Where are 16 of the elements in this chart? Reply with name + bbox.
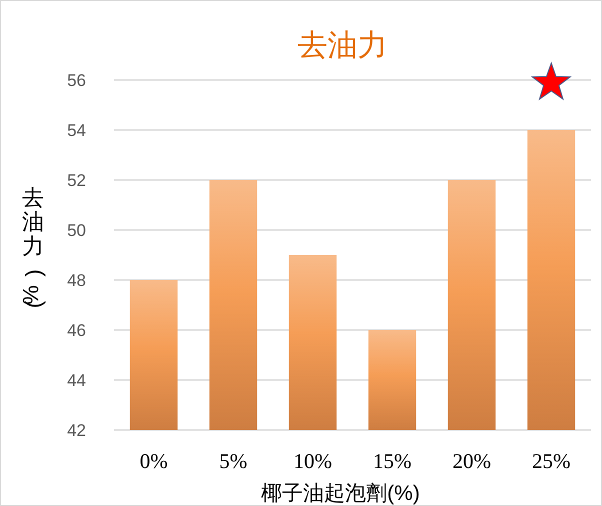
- chart-title: 去油力: [298, 29, 388, 62]
- x-tick-label: 5%: [219, 449, 248, 473]
- y-tick-label: 42: [67, 421, 86, 440]
- y-tick-label: 52: [67, 171, 86, 190]
- y-tick-label: 46: [67, 321, 86, 340]
- y-tick-label: 54: [67, 121, 86, 140]
- x-tick-label: 15%: [373, 449, 412, 473]
- x-tick-label: 25%: [532, 449, 570, 473]
- x-tick-label: 0%: [140, 449, 168, 473]
- y-tick-label: 56: [67, 71, 86, 90]
- x-tick-label: 20%: [452, 449, 491, 473]
- y-tick-label: 44: [67, 371, 86, 390]
- y-tick-label: 48: [67, 271, 86, 290]
- x-tick-label: 10%: [294, 449, 332, 473]
- y-tick-label: 50: [67, 221, 86, 240]
- x-axis-title: 椰子油起泡劑(%): [261, 482, 420, 505]
